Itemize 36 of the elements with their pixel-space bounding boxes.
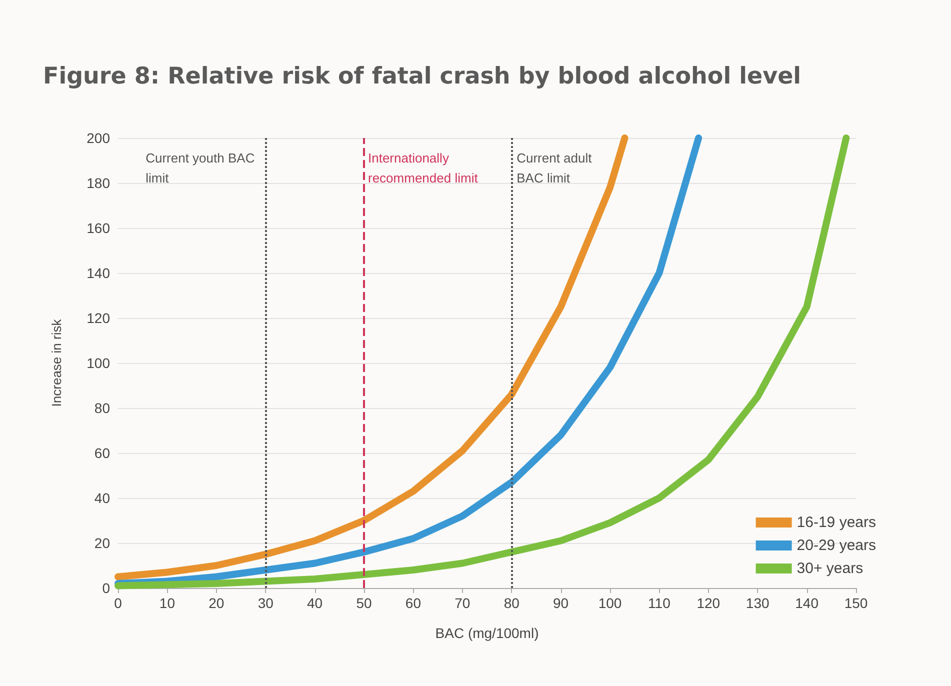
x-tick-label: 40 (307, 595, 323, 611)
x-tick-label: 60 (405, 595, 422, 611)
y-tick-label: 20 (94, 535, 110, 551)
x-tick-label: 100 (598, 595, 622, 611)
y-tick-label: 120 (86, 310, 110, 326)
x-tick-label: 50 (356, 595, 372, 611)
x-tick-label: 20 (208, 595, 224, 611)
x-tick-label: 70 (454, 595, 470, 611)
ref-line-label: Current youth BAC limit (146, 150, 258, 186)
y-tick-label: 80 (94, 400, 110, 416)
y-tick-label: 180 (86, 175, 110, 191)
x-tick-label: 110 (648, 595, 671, 611)
x-tick-label: 10 (159, 595, 176, 611)
y-tick-label: 160 (86, 220, 110, 236)
x-tick-label: 80 (504, 595, 520, 611)
chart-title: Figure 8: Relative risk of fatal crash by blood alcohol level (43, 64, 802, 90)
ref-line-label: Internationally recommended limit (368, 150, 478, 186)
ref-line-label: Current adult BAC limit (516, 150, 596, 186)
y-tick-label: 0 (102, 580, 110, 596)
legend-label: 30+ years (796, 560, 864, 577)
y-tick-label: 140 (86, 265, 110, 281)
x-tick-label: 120 (696, 595, 720, 611)
y-tick-label: 200 (86, 130, 110, 146)
y-axis-title: Increase in risk (49, 318, 64, 407)
y-tick-label: 100 (86, 355, 110, 371)
x-tick-label: 130 (746, 595, 770, 611)
x-tick-label: 90 (553, 595, 569, 611)
legend-label: 20-29 years (796, 537, 876, 554)
x-tick-label: 150 (844, 595, 868, 611)
x-tick-label: 140 (795, 595, 819, 611)
x-tick-label: 0 (114, 595, 122, 611)
y-tick-label: 60 (94, 445, 110, 461)
legend-label: 16-19 years (796, 514, 876, 531)
y-tick-label: 40 (94, 490, 110, 506)
x-tick-label: 30 (258, 595, 274, 611)
x-axis-title: BAC (mg/100ml) (435, 625, 539, 641)
